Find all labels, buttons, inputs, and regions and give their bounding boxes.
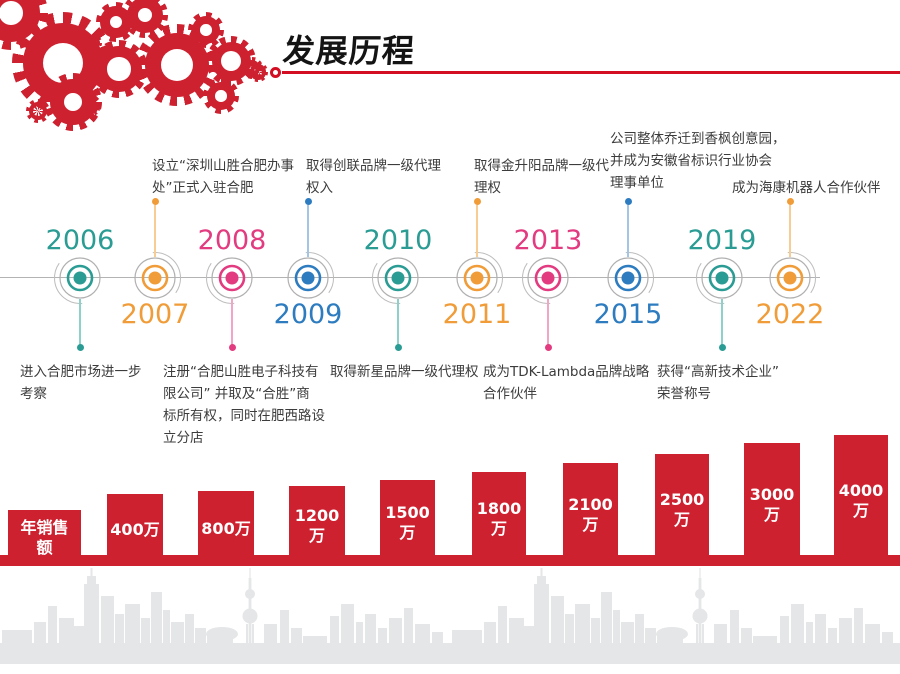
connector-dot [228,344,236,351]
event-note: 成为TDK-Lambda品牌战略 合作伙伴 [483,364,650,402]
bar-value-label: 4000万 [838,480,884,520]
year-label: 2022 [755,299,825,330]
year-label: 2006 [45,225,115,256]
year-label: 2019 [687,225,757,256]
connector-dot [473,198,481,205]
chart-bar: 1800万 [472,472,526,566]
connector-dot [718,344,726,351]
connector-stem [789,205,791,257]
bar-value-label: 400万 [110,520,160,539]
timeline-marker-icon [522,252,574,304]
timeline-marker-icon [764,252,816,304]
bar-value-label: 2500万 [659,490,705,529]
chart-bar: 4000万 [834,435,888,566]
gear-icon [203,78,239,114]
connector-stem [397,299,399,345]
timeline-marker-icon [696,252,748,304]
event-note: 成为海康机器人合作伙伴 [732,180,881,196]
chart-bar: 2100万 [563,463,618,566]
timeline-marker-icon [282,252,334,304]
series-label: 年销售 额 [20,518,69,557]
chart-bar: 3000万 [744,443,800,566]
ring-icon [270,67,281,78]
year-label: 2008 [197,225,267,256]
year-label: 2011 [442,299,512,330]
page-title: 发展历程 [281,32,417,70]
connector-stem [79,299,81,345]
connector-dot [544,344,552,351]
year-label: 2007 [120,299,190,330]
chart-bar: 1200万 [289,486,345,566]
event-note: 取得新星品牌一级代理权 [330,364,479,380]
chart-bar: 1500万 [380,480,435,566]
connector-stem [231,299,233,345]
gear-icon [248,62,268,82]
connector-dot [151,198,159,205]
timeline-marker-icon [602,252,654,304]
connector-dot [76,344,84,351]
event-note: 注册“合肥山胜电子科技有 限公司” 并取及“合胜”商 标所有权，同时在肥西路设 … [163,364,325,446]
event-note: 取得创联品牌一级代理 权入 [306,158,441,196]
timeline-marker-icon [206,252,258,304]
gear-icon [84,100,100,116]
year-label: 2015 [593,299,663,330]
connector-dot [394,344,402,351]
bar-value-label: 3000万 [749,484,795,524]
connector-dot [304,198,312,205]
connector-stem [154,205,156,257]
title-underline [282,71,900,74]
bar-value-label: 800万 [201,518,251,538]
timeline-marker-icon [54,252,106,304]
event-note: 公司整体乔迁到香枫创意园， 并成为安徽省标识行业协会 理事单位 [610,131,786,191]
sales-bar-chart: 年销售 额 400万 800万 1200万 1500万 1800万 2100万 … [0,430,900,566]
event-note: 取得金升阳品牌一级代 理权 [474,158,609,196]
year-label: 2010 [363,225,433,256]
year-label: 2013 [513,225,583,256]
city-skyline [0,568,900,664]
connector-stem [627,205,629,257]
bar-value-label: 1200万 [294,506,340,545]
timeline-marker-icon [372,252,424,304]
gear-icon [188,12,224,48]
year-label: 2009 [273,299,343,330]
connector-stem [721,299,723,345]
connector-stem [307,205,309,257]
timeline-marker-icon [451,252,503,304]
bar-value-label: 2100万 [568,494,613,534]
chart-bar: 800万 [198,491,254,566]
connector-dot [624,198,632,205]
timeline-marker-icon [129,252,181,304]
connector-dot [786,198,794,205]
chart-baseline [0,555,900,566]
event-note: 进入合肥市场进一步 考察 [20,364,142,402]
connector-stem [476,205,478,257]
gear-icon [26,99,50,123]
chart-bar: 2500万 [655,454,709,566]
bar-value-label: 1800万 [476,499,522,538]
event-note: 获得“高新技术企业” 荣誉称号 [657,364,779,402]
event-note: 设立“深圳山胜合肥办事 处”正式入驻合肥 [152,158,294,196]
chart-bar: 400万 [107,494,163,566]
connector-stem [547,299,549,345]
bar-value-label: 1500万 [385,503,430,542]
gear-icon [44,73,102,131]
